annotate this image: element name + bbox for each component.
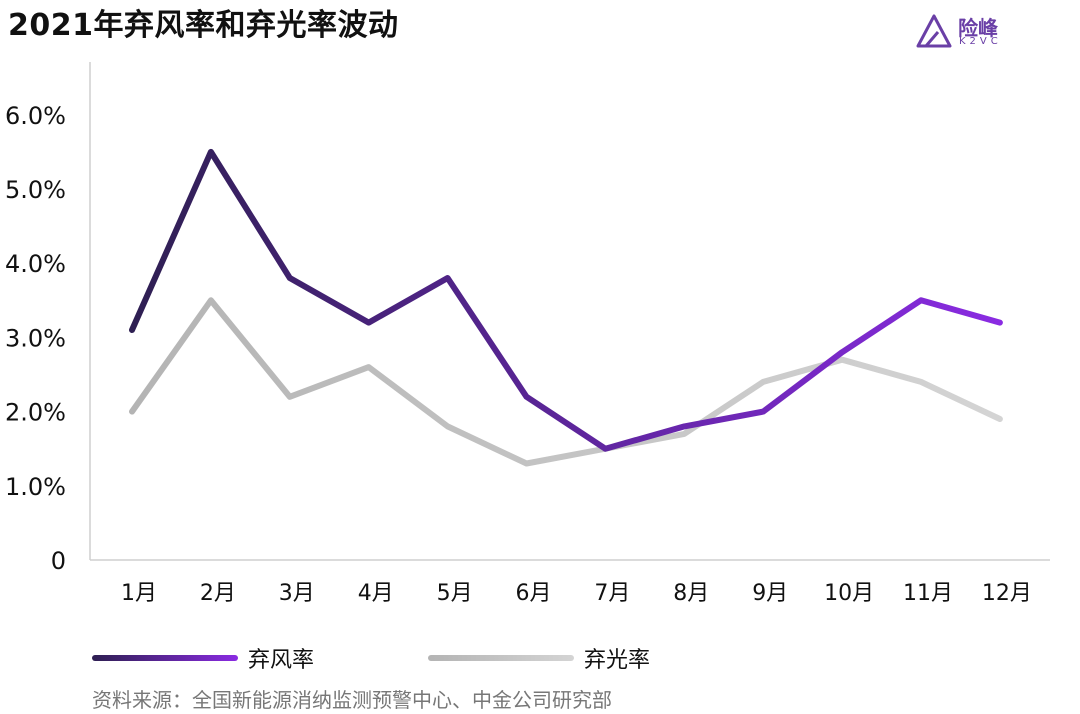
series-line-wind <box>129 148 1003 452</box>
legend-label-solar: 弃光率 <box>584 648 651 673</box>
x-tick-label-10: 11月 <box>903 581 953 606</box>
series-line-solar <box>129 297 1003 467</box>
series-lines <box>129 148 1003 467</box>
legend-swatch-solar <box>428 655 574 661</box>
y-tick-labels: 0 1.0% 2.0% 3.0% 4.0% 5.0% 6.0% <box>5 102 66 575</box>
x-tick-label-8: 9月 <box>752 581 788 606</box>
legend-swatch-wind <box>92 655 238 661</box>
x-tick-label-2: 3月 <box>279 581 315 606</box>
line-chart: 0 1.0% 2.0% 3.0% 4.0% 5.0% 6.0% 1月 2月 3月 4月 5月 6月 7月… <box>5 62 1050 606</box>
x-tick-label-11: 12月 <box>982 581 1032 606</box>
x-tick-label-1: 2月 <box>200 581 236 606</box>
x-tick-labels: 1月 2月 3月 4月 5月 6月 7月 8月 9月 10月 11月 12月 <box>121 581 1032 606</box>
logo-name: 险峰 <box>958 16 998 40</box>
logo-subtitle: K2VC <box>959 36 1002 47</box>
y-tick-label-4: 4.0% <box>5 250 66 278</box>
y-tick-label-1: 1.0% <box>5 473 66 501</box>
x-tick-label-7: 8月 <box>673 581 709 606</box>
x-tick-label-3: 4月 <box>358 581 394 606</box>
legend-label-wind: 弃风率 <box>248 648 315 673</box>
y-tick-label-0: 0 <box>51 547 66 575</box>
y-tick-label-5: 5.0% <box>5 176 66 204</box>
y-tick-label-3: 3.0% <box>5 324 66 352</box>
source-note: 资料来源：全国新能源消纳监测预警中心、中金公司研究部 <box>92 688 612 712</box>
y-tick-label-2: 2.0% <box>5 399 66 427</box>
x-tick-label-5: 6月 <box>516 581 552 606</box>
mountain-logo-icon <box>916 14 952 48</box>
x-tick-label-6: 7月 <box>594 581 630 606</box>
y-tick-label-6: 6.0% <box>5 102 66 130</box>
x-tick-label-4: 5月 <box>437 581 473 606</box>
brand-logo: 险峰 K2VC <box>916 12 1016 50</box>
x-tick-label-0: 1月 <box>121 581 157 606</box>
chart-title: 2021年弃风率和弃光率波动 <box>8 8 399 43</box>
x-tick-label-9: 10月 <box>824 581 874 606</box>
